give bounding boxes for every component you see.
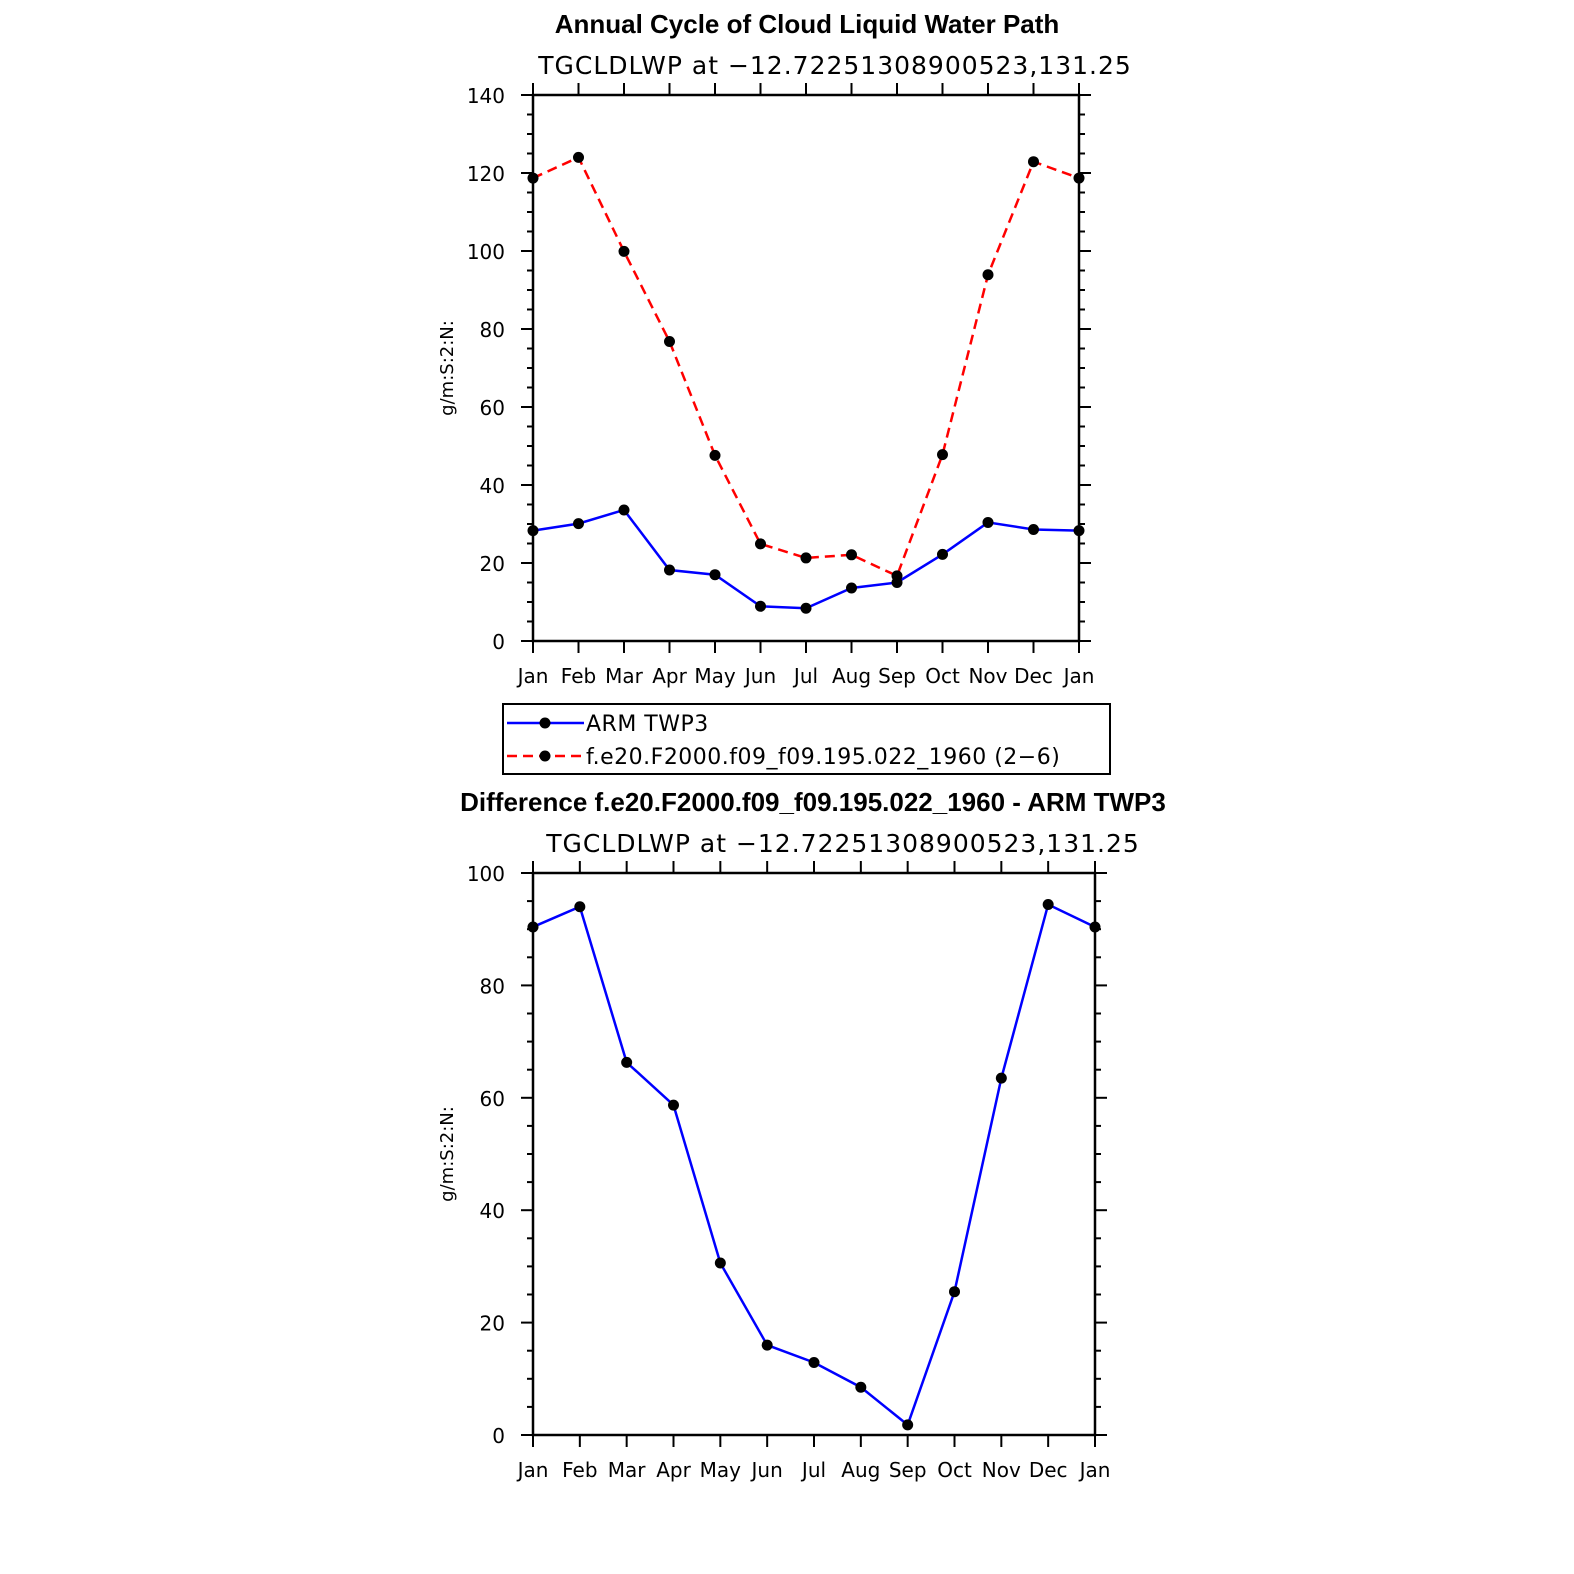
top-series-1-point	[573, 151, 584, 163]
legend-marker-model	[539, 750, 551, 762]
top-series-0-point	[982, 516, 994, 528]
top-series-1-point	[800, 552, 812, 564]
top-panel: Annual Cycle of Cloud Liquid Water Path …	[437, 9, 1132, 688]
top-series-0-point	[846, 582, 857, 594]
top-series-0-point	[800, 602, 812, 614]
legend-label-model: f.e20.F2000.f09_f09.195.022_1960 (2−6)	[586, 745, 1060, 770]
bottom-panel: Difference f.e20.F2000.f09_f09.195.022_1…	[437, 787, 1166, 1482]
top-series-0-point	[618, 504, 630, 516]
top-x-tick-label: Oct	[925, 664, 960, 688]
bottom-y-tick-label: 60	[480, 1087, 505, 1111]
legend: ARM TWP3 f.e20.F2000.f09_f09.195.022_196…	[502, 703, 1111, 775]
top-x-tick-label: Jan	[1062, 664, 1095, 688]
top-series-0-point	[664, 564, 675, 576]
top-x-tick-label: Dec	[1014, 664, 1053, 688]
top-x-tick-label: Jun	[743, 664, 776, 688]
bottom-y-axis-label: g/m:S:2:N:	[437, 1106, 458, 1202]
bottom-y-tick-label: 100	[467, 862, 505, 886]
top-y-tick-label: 20	[480, 552, 505, 576]
bottom-x-tick-label: Jun	[750, 1458, 783, 1482]
top-series-1-point	[618, 245, 630, 257]
bottom-y-tick-label: 40	[480, 1199, 505, 1223]
top-y-axis-label: g/m:S:2:N:	[437, 320, 458, 416]
bottom-x-tick-label: Jan	[1078, 1458, 1111, 1482]
top-series-1-point	[982, 269, 994, 281]
top-x-tick-label: Aug	[832, 664, 871, 688]
top-series-0-point	[937, 548, 948, 560]
bottom-x-tick-label: Aug	[841, 1458, 880, 1482]
top-series-1-point	[755, 538, 766, 550]
bottom-title: Difference f.e20.F2000.f09_f09.195.022_1…	[460, 787, 1166, 817]
top-x-tick-label: Mar	[605, 664, 644, 688]
top-y-tick-label: 0	[492, 630, 505, 654]
top-y-tick-label: 140	[467, 84, 505, 108]
top-series-1-point	[1028, 156, 1039, 168]
top-series-1-point	[664, 335, 675, 347]
top-series-0-point	[573, 518, 584, 530]
legend-box	[502, 703, 1111, 775]
bottom-subtitle: TGCLDLWP at −12.72251308900523,131.25	[545, 829, 1140, 858]
bottom-x-tick-label: Apr	[656, 1458, 691, 1482]
top-x-tick-label: Apr	[652, 664, 687, 688]
top-plot-area: 0 20 40 60 80 100 120 140 Jan Feb Mar Apr May Jun Jul A…	[467, 83, 1095, 688]
bottom-series-0-point	[949, 1286, 960, 1298]
top-series-1-point	[709, 449, 721, 461]
top-series-1-point	[891, 570, 903, 582]
top-series-1-point	[846, 549, 857, 561]
top-y-tick-label: 80	[480, 318, 505, 342]
top-x-tick-label: Feb	[561, 664, 596, 688]
bottom-x-tick-label: Jan	[516, 1458, 549, 1482]
legend-label-arm: ARM TWP3	[586, 712, 709, 737]
bottom-series-0-point	[855, 1381, 867, 1393]
top-series-0-point	[527, 525, 539, 537]
top-x-tick-label: May	[694, 664, 736, 688]
top-series-0-point	[709, 569, 721, 581]
top-x-tick-label: Jan	[516, 664, 549, 688]
bottom-series-0-point	[574, 901, 586, 913]
bottom-x-tick-label: Nov	[982, 1458, 1021, 1482]
bottom-x-tick-label: Oct	[937, 1458, 972, 1482]
bottom-series-0-point	[527, 921, 539, 933]
bottom-x-tick-label: Dec	[1029, 1458, 1068, 1482]
top-subtitle: TGCLDLWP at −12.72251308900523,131.25	[537, 51, 1132, 80]
bottom-series-0-point	[761, 1339, 773, 1351]
top-series-0-point	[1028, 523, 1039, 535]
top-y-tick-label: 60	[480, 396, 505, 420]
bottom-series-0-point	[668, 1099, 679, 1111]
top-y-tick-label: 120	[467, 162, 505, 186]
top-title: Annual Cycle of Cloud Liquid Water Path	[555, 9, 1060, 39]
top-y-tick-label: 100	[467, 240, 505, 264]
bottom-series-0-point	[995, 1072, 1007, 1084]
bottom-series-0-point	[621, 1056, 633, 1068]
bottom-y-tick-label: 0	[492, 1424, 505, 1448]
top-x-tick-label: Sep	[878, 664, 916, 688]
bottom-series-0-point	[714, 1257, 726, 1269]
top-series-1-point	[1073, 172, 1085, 184]
top-x-tick-label: Jul	[792, 664, 818, 688]
bottom-x-tick-label: Sep	[889, 1458, 927, 1482]
bottom-series-0-point	[1089, 921, 1101, 933]
top-series-0-point	[755, 600, 766, 612]
bottom-plot-frame	[531, 871, 1097, 1437]
bottom-series-0-point	[902, 1419, 914, 1431]
top-y-tick-label: 40	[480, 474, 505, 498]
bottom-x-tick-label: May	[700, 1458, 742, 1482]
bottom-y-tick-label: 20	[480, 1312, 505, 1336]
top-series-0-point	[1073, 525, 1085, 537]
bottom-x-tick-label: Feb	[562, 1458, 597, 1482]
top-series-1-point	[937, 449, 948, 461]
top-series-1-point	[527, 172, 539, 184]
bottom-series-0-line	[532, 902, 1096, 1427]
bottom-x-tick-label: Mar	[608, 1458, 647, 1482]
bottom-series-0-point	[808, 1357, 820, 1369]
legend-marker-arm	[539, 717, 551, 729]
top-x-tick-label: Nov	[968, 664, 1007, 688]
bottom-x-tick-label: Jul	[800, 1458, 826, 1482]
bottom-series-0-point	[1042, 898, 1054, 910]
bottom-y-tick-label: 80	[480, 974, 505, 998]
bottom-plot-area: 0 20 40 60 80 100 Jan Feb Mar Apr May Jun Jul Aug Sep O…	[467, 861, 1111, 1482]
